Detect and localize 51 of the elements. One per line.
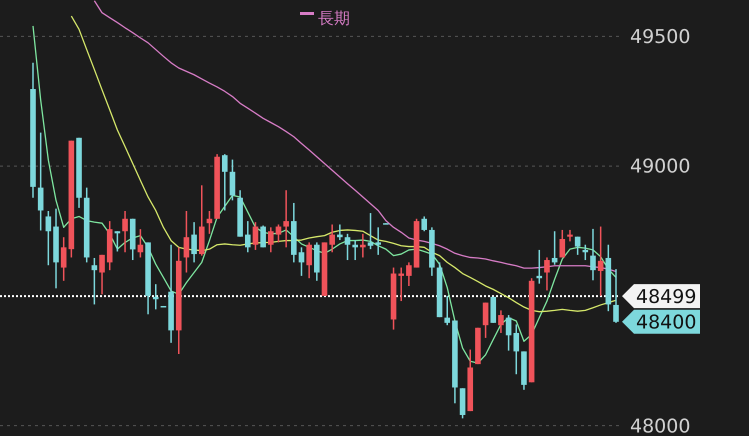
candlestick (582, 244, 588, 261)
candlestick (329, 224, 335, 254)
candlestick (344, 233, 350, 261)
candlestick (276, 224, 282, 244)
candlestick (574, 236, 580, 256)
line-series (94, 0, 617, 272)
candlestick (46, 210, 52, 266)
candlestick (298, 246, 304, 277)
candlestick (544, 256, 550, 292)
candlestick (138, 228, 144, 258)
candlestick (114, 230, 120, 252)
candlestick (444, 295, 450, 326)
candlestick (560, 229, 566, 258)
candlestick (306, 242, 312, 279)
candlestick (337, 224, 343, 241)
candlestick (244, 220, 251, 254)
y-tick-label: 48000 (630, 415, 690, 436)
candlestick (360, 233, 366, 258)
candlestick (368, 212, 374, 250)
y-tick-label: 49000 (630, 156, 690, 178)
candlestick (283, 189, 289, 248)
candlestick (99, 254, 105, 296)
candlestick (191, 221, 197, 264)
candlestick (398, 266, 404, 302)
candlestick (482, 302, 488, 339)
candlestick (552, 230, 558, 266)
candlestick (268, 226, 274, 254)
text: 48400 (636, 311, 696, 334)
candlestick (506, 314, 512, 352)
candlestick (498, 310, 504, 334)
candlestick (184, 210, 190, 274)
candlestick (421, 216, 428, 232)
y-tick-label: 49500 (630, 26, 690, 48)
candlestick (222, 153, 228, 212)
candlestick (352, 239, 358, 261)
candlestick (60, 236, 66, 282)
candlestick (513, 324, 520, 375)
candlestick (260, 224, 266, 248)
ref-line-label: 48499 (636, 286, 696, 308)
candlestick (38, 132, 44, 232)
candlestick (230, 158, 236, 202)
candlestick (598, 226, 604, 297)
candlestick (567, 229, 573, 242)
candlestick (613, 268, 619, 324)
legend-label: 長期 (318, 8, 350, 28)
candlestick (406, 262, 412, 287)
candlestick (590, 228, 596, 282)
line-series (32, 25, 617, 364)
candlestick (252, 221, 258, 251)
candlestick (122, 210, 128, 254)
candlestick (92, 257, 98, 306)
